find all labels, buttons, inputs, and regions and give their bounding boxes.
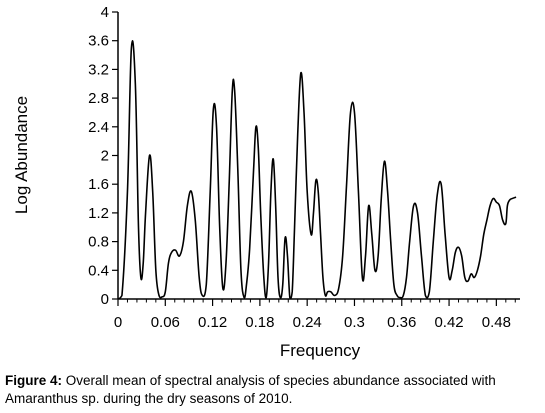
y-tick-label: 1.6: [88, 176, 109, 193]
x-tick-label: 0.12: [198, 314, 227, 331]
y-tick-label: 2.4: [88, 119, 109, 136]
y-tick-label: 3.2: [88, 61, 109, 78]
y-tick-label: 2: [101, 148, 109, 165]
x-tick-label: 0.42: [434, 314, 463, 331]
y-axis: 0 0.4 0.8 1.2 1.6 2 2.4 2.8 3.2 3.6 4: [88, 4, 119, 308]
y-tick-label: 0: [101, 291, 109, 308]
x-tick-label: 0: [114, 314, 122, 331]
x-tick-label: 0.06: [151, 314, 180, 331]
y-tick-label: 1.2: [88, 205, 109, 222]
y-tick-label: 0.8: [88, 234, 109, 251]
x-tick-label: 0.3: [344, 314, 365, 331]
caption-text: Overall mean of spectral analysis of spe…: [5, 373, 496, 406]
series-layer: [117, 40, 517, 300]
caption-label: Figure 4:: [5, 373, 63, 388]
y-tick-label: 2.8: [88, 90, 109, 107]
x-axis: 0 0.06 0.12 0.18 0.24 0.3 0.36 0.42 0.48: [114, 298, 520, 331]
x-tick-label: 0.24: [293, 314, 322, 331]
y-axis-title: Log Abundance: [12, 96, 31, 214]
x-axis-title: Frequency: [280, 341, 361, 360]
spectral-chart: 0 0.4 0.8 1.2 1.6 2 2.4 2.8 3.2 3.6 4 0 0.06 0.12 0.1…: [12, 4, 520, 360]
y-tick-label: 3.6: [88, 33, 109, 50]
y-tick-label: 0.4: [88, 262, 109, 279]
x-tick-label: 0.36: [387, 314, 416, 331]
x-tick-label: 0.18: [245, 314, 274, 331]
series-line: [117, 40, 517, 300]
y-tick-label: 4: [101, 4, 109, 21]
x-tick-label: 0.48: [482, 314, 511, 331]
figure-caption: Figure 4: Overall mean of spectral analy…: [5, 372, 541, 408]
